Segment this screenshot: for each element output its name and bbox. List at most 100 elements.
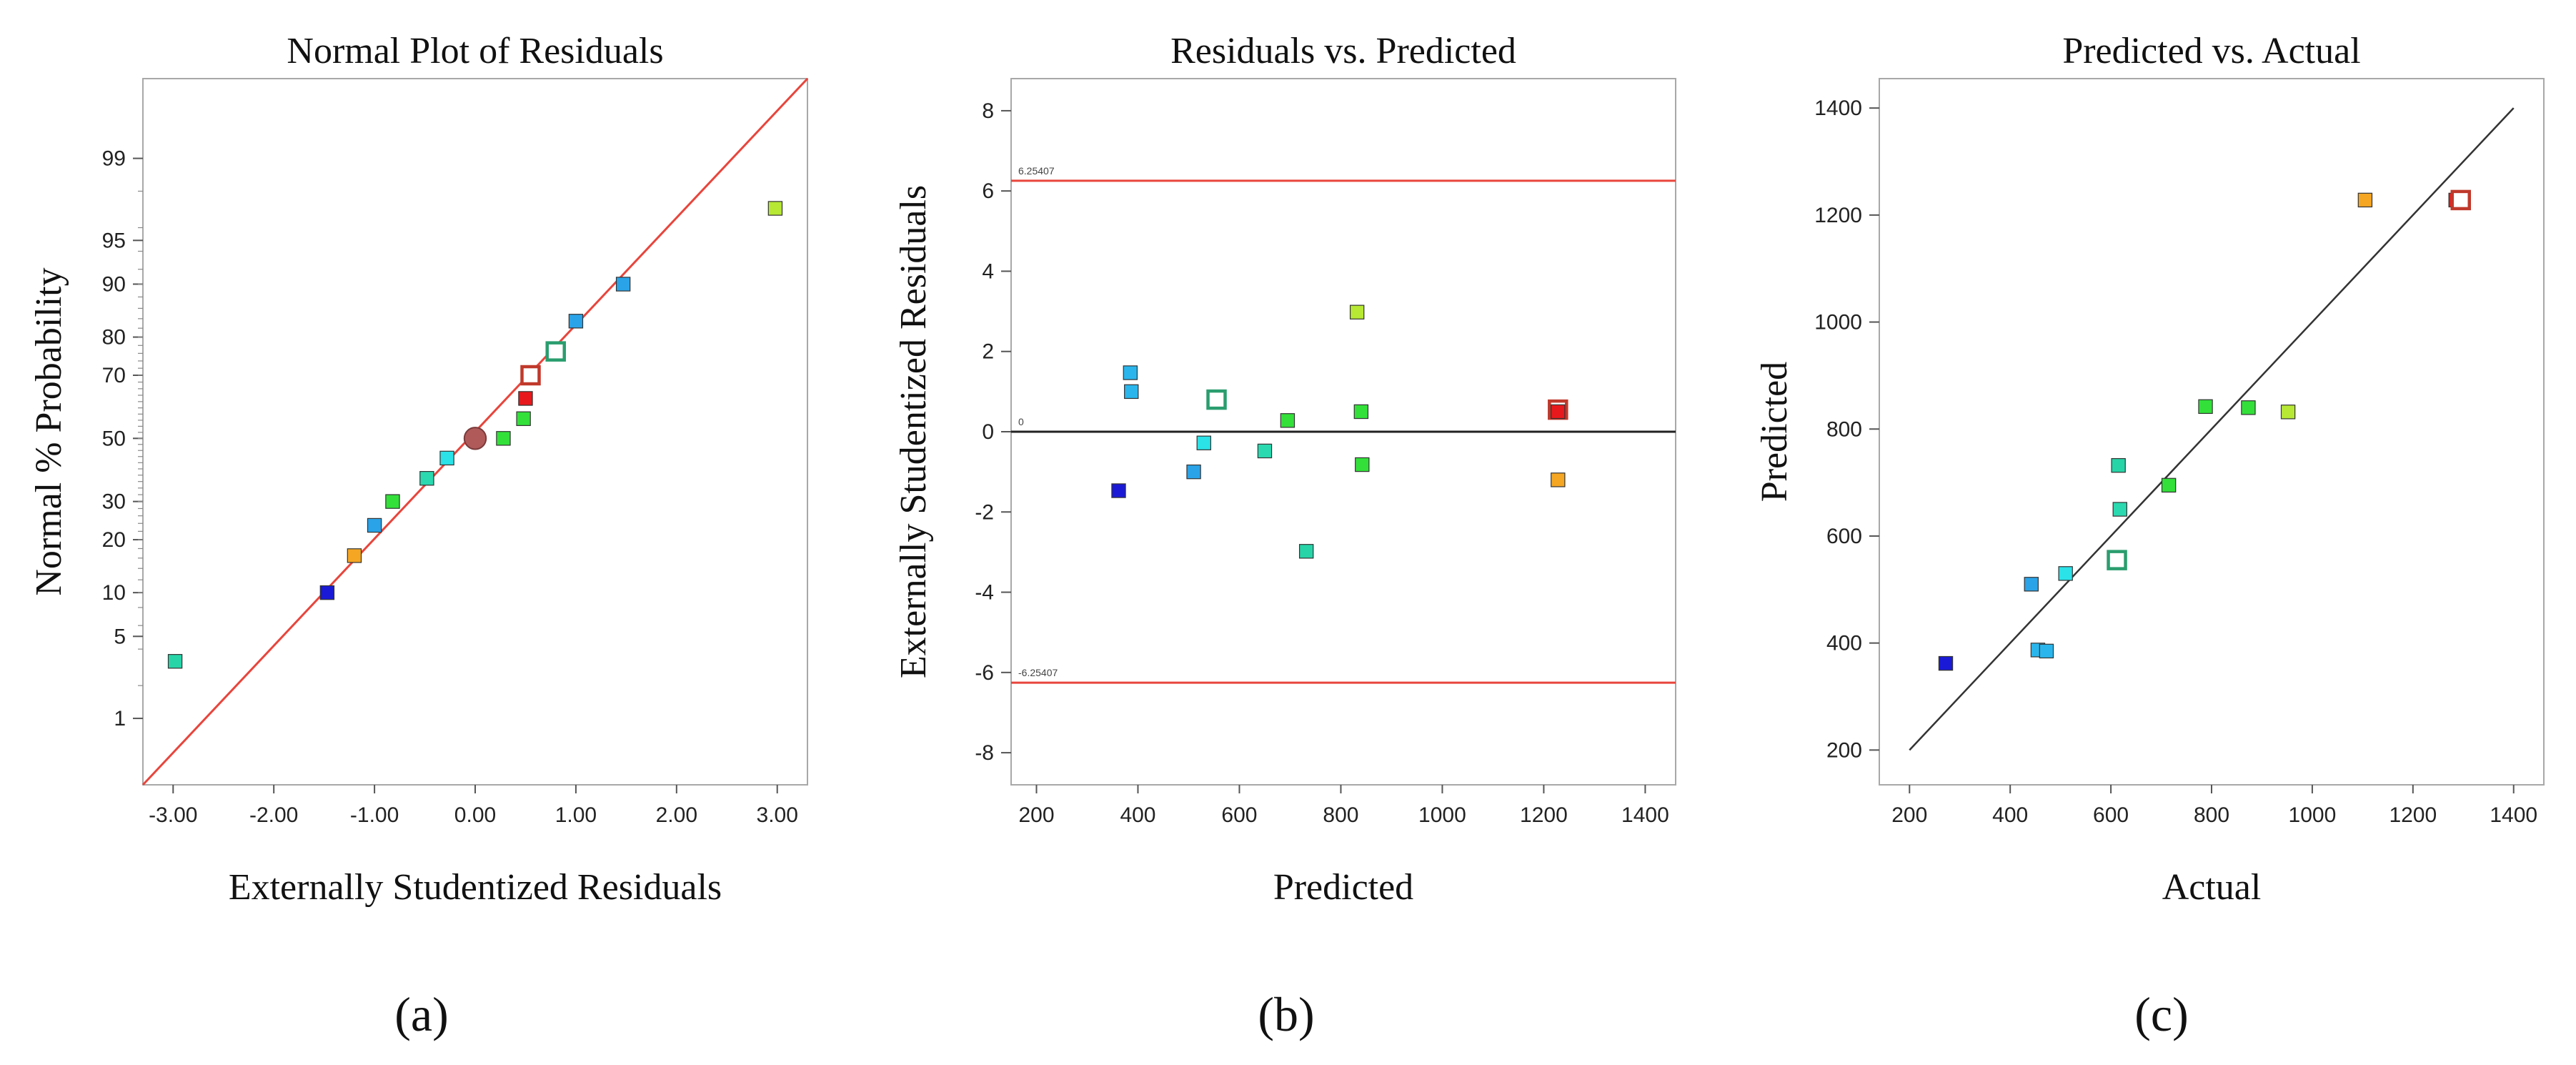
- panel-a-y-tick-label: 10: [102, 581, 126, 605]
- panel-a-y-tick-label: 30: [102, 490, 126, 514]
- panel-a-x-tick-label: -1.00: [350, 803, 399, 827]
- panel-b-point: [1196, 435, 1211, 450]
- panel-b-point: [1257, 443, 1273, 459]
- panel-a-x-tick-label: 0.00: [454, 803, 496, 827]
- panel-a-point: [545, 341, 566, 362]
- panel-c-x-tick-label: 400: [1992, 803, 2028, 827]
- panel-b-y-tick-label: 0: [982, 420, 994, 444]
- panel-b-point: [1186, 464, 1201, 480]
- panel-b-y-tick-label: -6: [975, 661, 994, 685]
- panel-a-y-tick-label: 99: [102, 147, 126, 171]
- panel-c: Predicted vs. Actual Actual Predicted (c…: [1754, 31, 2545, 1041]
- panel-b-y-tick-label: -8: [975, 741, 994, 765]
- panel-c-point: [2111, 457, 2126, 473]
- panel-b-point: [1355, 457, 1370, 472]
- panel-c-y-tick-label: 400: [1826, 632, 1862, 655]
- panel-b-limit-label: 6.25407: [1018, 165, 1055, 177]
- panel-c-y-tick-label: 1400: [1814, 96, 1862, 120]
- panel-c-y-tick-label: 200: [1826, 738, 1862, 762]
- panel-c-x-tick-label: 800: [2194, 803, 2229, 827]
- panel-c-point: [2198, 399, 2213, 415]
- panel-b-point: [1206, 389, 1227, 410]
- panel-c-point: [2058, 566, 2073, 581]
- panel-a-y-tick-label: 20: [102, 528, 126, 552]
- panel-c-title: Predicted vs. Actual: [2062, 31, 2360, 71]
- panel-b-x-tick-label: 600: [1221, 803, 1257, 827]
- panel-a-point: [439, 450, 454, 466]
- panel-c-y-axis: 200 400 600 800 1000 1200 1400: [1814, 96, 1879, 762]
- panel-c-point: [2107, 550, 2127, 570]
- panel-a-title: Normal Plot of Residuals: [287, 31, 663, 71]
- panel-b: Residuals vs. Predicted Predicted Extern…: [893, 31, 1676, 1041]
- panel-a-y-tick-label: 50: [102, 427, 126, 450]
- panel-a-x-tick-label: -2.00: [249, 803, 298, 827]
- panel-c-point: [2450, 189, 2471, 211]
- panel-b-limit-lines: 6.25407 -6.25407 0: [1011, 165, 1676, 684]
- panel-c-label: (c): [2134, 987, 2188, 1041]
- panel-a-point: [520, 365, 541, 386]
- panel-c-point: [2280, 405, 2296, 420]
- panel-b-title: Residuals vs. Predicted: [1170, 31, 1516, 71]
- panel-c-point: [2024, 577, 2039, 592]
- panel-a-point: [385, 494, 400, 509]
- panel-a: Normal Plot of Residuals Externally Stud…: [29, 31, 809, 1041]
- panel-b-point: [1551, 404, 1566, 420]
- panel-b-y-axis: -8 -6 -4 -2 0 2 4 6 8: [975, 99, 1011, 765]
- panel-b-label: (b): [1258, 987, 1314, 1041]
- panel-a-point: [167, 654, 183, 669]
- panel-b-x-tick-label: 1200: [1520, 803, 1568, 827]
- panel-b-point: [1551, 472, 1566, 487]
- panel-b-points: [1111, 304, 1568, 559]
- panel-a-y-tick-label: 5: [114, 625, 126, 648]
- panel-a-point: [767, 201, 783, 216]
- panel-b-y-tick-label: 2: [982, 340, 994, 364]
- panel-a-xlabel: Externally Studentized Residuals: [229, 867, 722, 908]
- panel-c-point: [2039, 643, 2054, 659]
- panel-a-y-tick-label: 80: [102, 326, 126, 350]
- panel-b-point: [1124, 384, 1139, 400]
- panel-a-x-tick-label: 2.00: [656, 803, 697, 827]
- panel-c-y-tick-label: 1200: [1814, 204, 1862, 227]
- panel-c-point: [2112, 502, 2127, 517]
- panel-a-x-tick-label: 3.00: [757, 803, 798, 827]
- panel-b-point: [1353, 404, 1369, 420]
- panel-b-y-tick-label: 6: [982, 179, 994, 203]
- panel-c-y-tick-label: 600: [1826, 525, 1862, 548]
- panel-c-xlabel: Actual: [2162, 867, 2262, 908]
- panel-a-point: [496, 431, 511, 446]
- panel-a-y-axis: 1 5 10 20 30 50 70 80 90 95 99: [102, 147, 143, 730]
- panel-a-point: [367, 517, 382, 533]
- panel-a-points: [167, 201, 783, 669]
- panel-a-y-tick-label: 90: [102, 273, 126, 297]
- panel-b-y-tick-label: -4: [975, 581, 994, 605]
- panel-b-y-tick-label: -2: [975, 500, 994, 524]
- panel-b-point: [1298, 544, 1314, 559]
- panel-b-point: [1111, 483, 1126, 498]
- panel-b-xlabel: Predicted: [1273, 867, 1413, 908]
- panel-a-label: (a): [394, 987, 448, 1041]
- panel-b-point: [1123, 365, 1138, 380]
- panel-c-y-tick-label: 1000: [1814, 311, 1862, 335]
- panel-c-point: [1938, 655, 1954, 671]
- panel-b-point: [1280, 413, 1296, 428]
- panel-c-frame: [1879, 78, 2545, 786]
- panel-c-points: [1938, 189, 2471, 671]
- panel-a-point: [615, 277, 631, 292]
- panel-c-y-tick-label: 800: [1826, 417, 1862, 441]
- panel-b-y-tick-label: 8: [982, 99, 994, 123]
- panel-a-point: [419, 471, 434, 486]
- panel-c-x-tick-label: 600: [2093, 803, 2129, 827]
- panel-c-point: [2241, 400, 2256, 415]
- panel-b-x-tick-label: 1400: [1621, 803, 1669, 827]
- panel-a-y-tick-label: 95: [102, 229, 126, 252]
- panel-c-x-tick-label: 1400: [2490, 803, 2537, 827]
- panel-a-x-tick-label: -3.00: [149, 803, 197, 827]
- panel-c-reference-line: [1909, 107, 2515, 751]
- panel-c-x-tick-label: 200: [1891, 803, 1927, 827]
- panel-a-x-axis: -3.00 -2.00 -1.00 0.00 1.00 2.00 3.00: [149, 785, 798, 827]
- panel-a-x-tick-label: 1.00: [555, 803, 597, 827]
- panel-b-x-tick-label: 800: [1323, 803, 1358, 827]
- panel-a-point: [568, 314, 584, 329]
- panel-b-x-tick-label: 200: [1018, 803, 1054, 827]
